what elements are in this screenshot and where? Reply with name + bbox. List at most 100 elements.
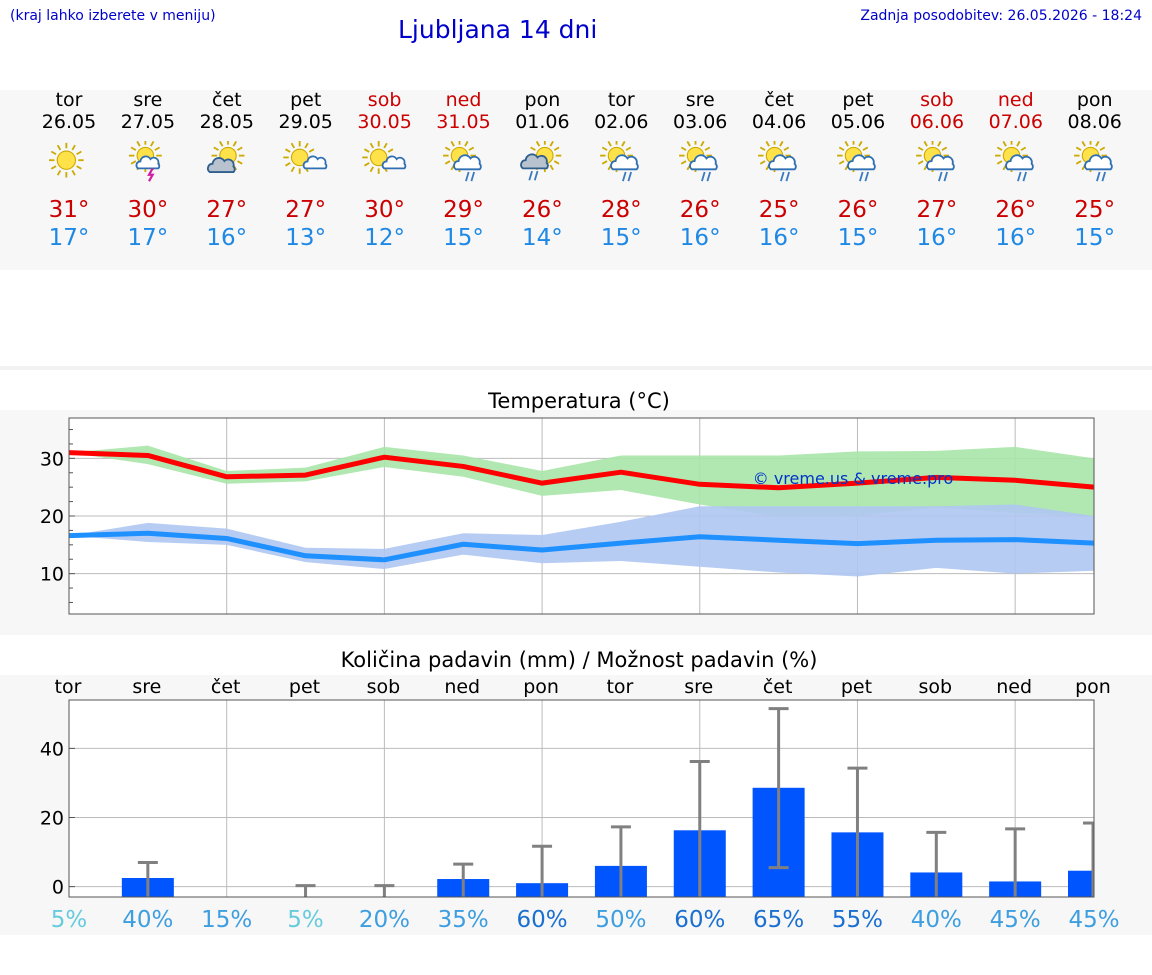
day-date: 26.05 <box>41 111 97 133</box>
x-tick-label: pon <box>523 676 559 698</box>
day-forecast: sre 03.06 26° 16° <box>665 89 735 259</box>
day-forecast: pet 29.05 27° 13° <box>271 89 341 259</box>
x-tick-label: sob <box>919 676 953 698</box>
daily-forecast-band <box>0 90 1152 270</box>
page-title: Ljubljana 14 dni <box>398 15 598 44</box>
temp-min: 17° <box>48 225 90 251</box>
temp-min: 15° <box>443 225 484 251</box>
day-forecast: čet 28.05 27° 16° <box>192 89 262 259</box>
watermark: © vreme.us & vreme.pro <box>753 469 954 488</box>
precip-probability: 35% <box>438 907 489 933</box>
precip-probability: 60% <box>674 907 725 933</box>
day-name: tor <box>607 89 635 111</box>
day-date: 31.05 <box>436 111 491 133</box>
day-name: pet <box>290 89 322 111</box>
day-name: sob <box>367 89 402 111</box>
precip-probability: 50% <box>595 907 646 933</box>
precipitation-chart: Količina padavin (mm) / Možnost padavin … <box>40 648 1120 933</box>
precip-probability: 5% <box>51 907 88 933</box>
day-name: čet <box>212 89 242 111</box>
temp-max: 27° <box>285 197 327 223</box>
temp-min: 16° <box>995 225 1037 251</box>
precip-probability: 5% <box>287 907 324 933</box>
y-tick-label: 0 <box>52 877 64 899</box>
precip-probability: 55% <box>832 907 883 933</box>
x-tick-label: sre <box>684 676 713 698</box>
sun-small-cloud-icon <box>282 141 327 174</box>
temp-max: 30° <box>127 197 169 223</box>
sun-cloud-rain-icon <box>758 141 797 182</box>
day-forecast: pet 05.06 26° 15° <box>823 89 893 259</box>
x-tick-label: čet <box>211 676 241 698</box>
x-tick-label: pon <box>1075 676 1111 698</box>
plot-frame <box>68 699 1095 898</box>
day-name: ned <box>997 89 1034 111</box>
x-tick-label: sob <box>367 676 401 698</box>
precip-chart-title: Količina padavin (mm) / Možnost padavin … <box>341 648 818 672</box>
x-tick-label: pet <box>841 676 872 698</box>
min-temp-line <box>68 530 1095 563</box>
day-date: 03.06 <box>672 111 728 133</box>
y-tick-label: 10 <box>40 564 64 586</box>
precip-probability: 45% <box>1068 907 1119 933</box>
precip-probability: 40% <box>122 907 173 933</box>
temp-max: 26° <box>522 197 563 223</box>
day-date: 30.05 <box>357 111 412 133</box>
day-date: 08.06 <box>1067 111 1122 133</box>
precip-probability: 15% <box>201 907 252 933</box>
precip-probability: 40% <box>911 907 962 933</box>
sun-cloud-rain-icon <box>442 141 482 182</box>
plot-area <box>69 700 1094 897</box>
x-tick-label: ned <box>996 676 1032 698</box>
temperature-chart-title: Temperatura (°C) <box>487 389 670 413</box>
y-tick-label: 20 <box>40 808 64 830</box>
temp-max: 25° <box>1074 197 1116 223</box>
temp-max: 31° <box>48 197 90 223</box>
day-forecast: sre 27.05 30° 17° <box>113 89 183 259</box>
day-forecast: pon 08.06 25° 15° <box>1060 89 1130 259</box>
precip-probability: 65% <box>753 907 804 933</box>
sun-cloud-rain-icon <box>994 141 1034 182</box>
day-date: 28.05 <box>199 111 254 133</box>
max-temp-range-band <box>69 445 1094 518</box>
temp-min: 16° <box>679 225 721 251</box>
temp-max: 29° <box>443 197 484 223</box>
temp-max: 25° <box>758 197 800 223</box>
x-tick-label: ned <box>444 676 480 698</box>
day-name: sob <box>920 89 954 111</box>
day-name: tor <box>55 89 83 111</box>
sun-cloud-rain-icon <box>915 141 955 182</box>
day-name: pon <box>524 89 561 111</box>
temp-max: 27° <box>206 197 248 223</box>
day-date: 05.06 <box>830 111 886 133</box>
temp-max: 26° <box>837 197 879 223</box>
sun-dark-cloud-rain-icon <box>520 141 562 181</box>
temp-min: 16° <box>758 225 800 251</box>
day-forecast: ned 31.05 29° 15° <box>429 89 499 259</box>
precip-probability: 20% <box>359 907 410 933</box>
last-updated: Zadnja posodobitev: 26.05.2026 - 18:24 <box>860 8 1142 24</box>
day-name: pet <box>842 89 874 111</box>
temp-min: 15° <box>837 225 879 251</box>
sun-cloud-thunder-icon <box>128 141 162 182</box>
sun-icon <box>49 142 84 178</box>
precip-probability: 60% <box>517 907 568 933</box>
day-date: 01.06 <box>515 111 570 133</box>
day-name: sre <box>685 89 715 111</box>
temp-max: 30° <box>364 197 405 223</box>
temp-min: 13° <box>285 225 327 251</box>
day-date: 29.05 <box>278 111 333 133</box>
temp-max: 28° <box>600 197 642 223</box>
day-forecast: sob 30.05 30° 12° <box>350 89 420 259</box>
y-tick-label: 20 <box>40 506 64 528</box>
day-date: 04.06 <box>751 111 807 133</box>
temp-max: 26° <box>995 197 1037 223</box>
x-tick-label: tor <box>55 676 82 698</box>
sun-cloudy-icon <box>206 141 245 173</box>
sun-cloud-rain-icon <box>837 141 876 182</box>
sun-cloud-rain-icon <box>600 141 640 182</box>
day-date: 02.06 <box>594 111 649 133</box>
day-name: čet <box>764 89 794 111</box>
max-temp-line <box>68 450 1095 491</box>
location-hint: (kraj lahko izberete v meniju) <box>10 8 216 24</box>
